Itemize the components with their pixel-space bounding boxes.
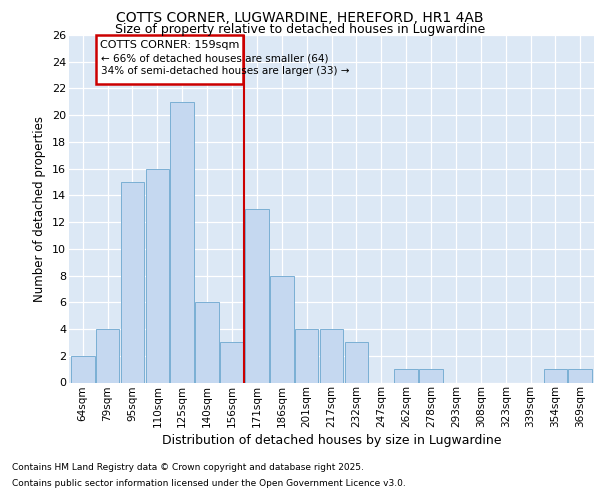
Bar xyxy=(220,342,244,382)
Bar xyxy=(146,168,169,382)
X-axis label: Distribution of detached houses by size in Lugwardine: Distribution of detached houses by size … xyxy=(162,434,501,448)
Bar xyxy=(195,302,219,382)
Bar xyxy=(344,342,368,382)
Bar xyxy=(270,276,293,382)
Bar xyxy=(97,35,243,84)
Text: Contains HM Land Registry data © Crown copyright and database right 2025.: Contains HM Land Registry data © Crown c… xyxy=(12,464,364,472)
Text: COTTS CORNER: 159sqm: COTTS CORNER: 159sqm xyxy=(100,40,239,50)
Bar xyxy=(170,102,194,382)
Bar xyxy=(71,356,95,382)
Bar xyxy=(419,369,443,382)
Bar xyxy=(544,369,567,382)
Y-axis label: Number of detached properties: Number of detached properties xyxy=(34,116,46,302)
Text: Size of property relative to detached houses in Lugwardine: Size of property relative to detached ho… xyxy=(115,22,485,36)
Text: 34% of semi-detached houses are larger (33) →: 34% of semi-detached houses are larger (… xyxy=(101,66,350,76)
Text: ← 66% of detached houses are smaller (64): ← 66% of detached houses are smaller (64… xyxy=(101,53,329,63)
Text: COTTS CORNER, LUGWARDINE, HEREFORD, HR1 4AB: COTTS CORNER, LUGWARDINE, HEREFORD, HR1 … xyxy=(116,11,484,25)
Bar xyxy=(96,329,119,382)
Bar xyxy=(568,369,592,382)
Text: Contains public sector information licensed under the Open Government Licence v3: Contains public sector information licen… xyxy=(12,478,406,488)
Bar xyxy=(245,209,269,382)
Bar xyxy=(320,329,343,382)
Bar xyxy=(121,182,144,382)
Bar xyxy=(295,329,319,382)
Bar xyxy=(394,369,418,382)
